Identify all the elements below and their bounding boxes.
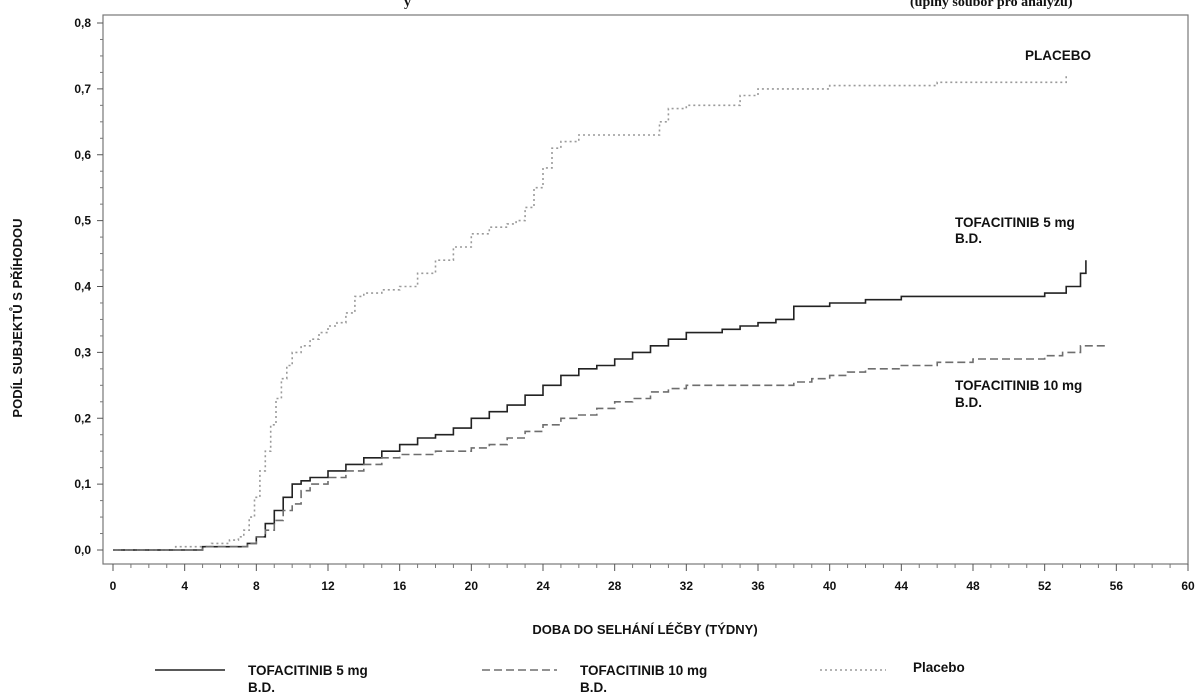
legend-label-line1: TOFACITINIB 5 mg bbox=[248, 663, 368, 678]
series-line-solid bbox=[113, 260, 1087, 551]
x-tick-label: 16 bbox=[393, 579, 407, 593]
annotation-tofa10-line1: TOFACITINIB 10 mg bbox=[955, 378, 1082, 393]
x-tick-label: 60 bbox=[1181, 579, 1195, 593]
plot-frame bbox=[102, 14, 1189, 565]
annotation-tofa10-line2: B.D. bbox=[955, 395, 982, 410]
legend-label-line2: B.D. bbox=[580, 680, 607, 695]
series-layer bbox=[113, 75, 1108, 551]
x-tick-label: 12 bbox=[321, 579, 335, 593]
y-tick-label: 0,1 bbox=[74, 477, 91, 491]
x-tick-label: 40 bbox=[823, 579, 837, 593]
x-tick-label: 36 bbox=[751, 579, 765, 593]
y-tick-label: 0,0 bbox=[74, 543, 91, 557]
x-tick-label: 24 bbox=[536, 579, 550, 593]
legend-item-placebo: Placebo bbox=[820, 660, 965, 675]
x-axis: 0 4 8 12 16 20 24 28 32 36 40 44 48 52 56 60 bbox=[110, 564, 1195, 593]
y-tick-label: 0,3 bbox=[74, 345, 91, 359]
x-tick-label: 28 bbox=[608, 579, 622, 593]
legend-label-line1: TOFACITINIB 10 mg bbox=[580, 663, 707, 678]
x-tick-label: 4 bbox=[181, 579, 188, 593]
x-tick-label: 48 bbox=[966, 579, 980, 593]
title-fragment-left: y bbox=[404, 0, 411, 10]
x-tick-label: 56 bbox=[1110, 579, 1124, 593]
y-tick-label: 0,2 bbox=[74, 411, 91, 425]
annotation-placebo: PLACEBO bbox=[1025, 48, 1091, 63]
legend: TOFACITINIB 5 mg B.D. TOFACITINIB 10 mg … bbox=[155, 660, 965, 695]
annotation-tofa5-line1: TOFACITINIB 5 mg bbox=[955, 215, 1075, 230]
x-tick-label: 0 bbox=[110, 579, 117, 593]
annotation-tofa5-line2: B.D. bbox=[955, 231, 982, 246]
x-tick-label: 20 bbox=[465, 579, 479, 593]
legend-item-tofa5: TOFACITINIB 5 mg B.D. bbox=[155, 663, 368, 695]
legend-label-line1: Placebo bbox=[913, 660, 965, 675]
series-line-dashed bbox=[113, 345, 1108, 551]
title-fragment-right: (úplný soubor pro analýzu) bbox=[910, 0, 1073, 10]
y-tick-label: 0,4 bbox=[74, 280, 91, 294]
series-line-dotted bbox=[113, 75, 1067, 551]
y-tick-label: 0,8 bbox=[74, 16, 91, 30]
y-tick-label: 0,6 bbox=[74, 148, 91, 162]
y-tick-label: 0,7 bbox=[74, 82, 91, 96]
x-tick-label: 32 bbox=[680, 579, 694, 593]
x-axis-title: DOBA DO SELHÁNÍ LÉČBY (TÝDNY) bbox=[532, 622, 757, 637]
x-tick-label: 8 bbox=[253, 579, 260, 593]
y-axis-title: PODÍL SUBJEKTŮ S PŘÍHODOU bbox=[9, 218, 25, 417]
x-tick-label: 44 bbox=[895, 579, 909, 593]
legend-item-tofa10: TOFACITINIB 10 mg B.D. bbox=[482, 663, 707, 695]
y-axis: 0,0 0,1 0,2 0,3 0,4 0,5 0,6 0,7 0,8 bbox=[74, 16, 103, 557]
x-tick-label: 52 bbox=[1038, 579, 1052, 593]
legend-label-line2: B.D. bbox=[248, 680, 275, 695]
y-tick-label: 0,5 bbox=[74, 214, 91, 228]
